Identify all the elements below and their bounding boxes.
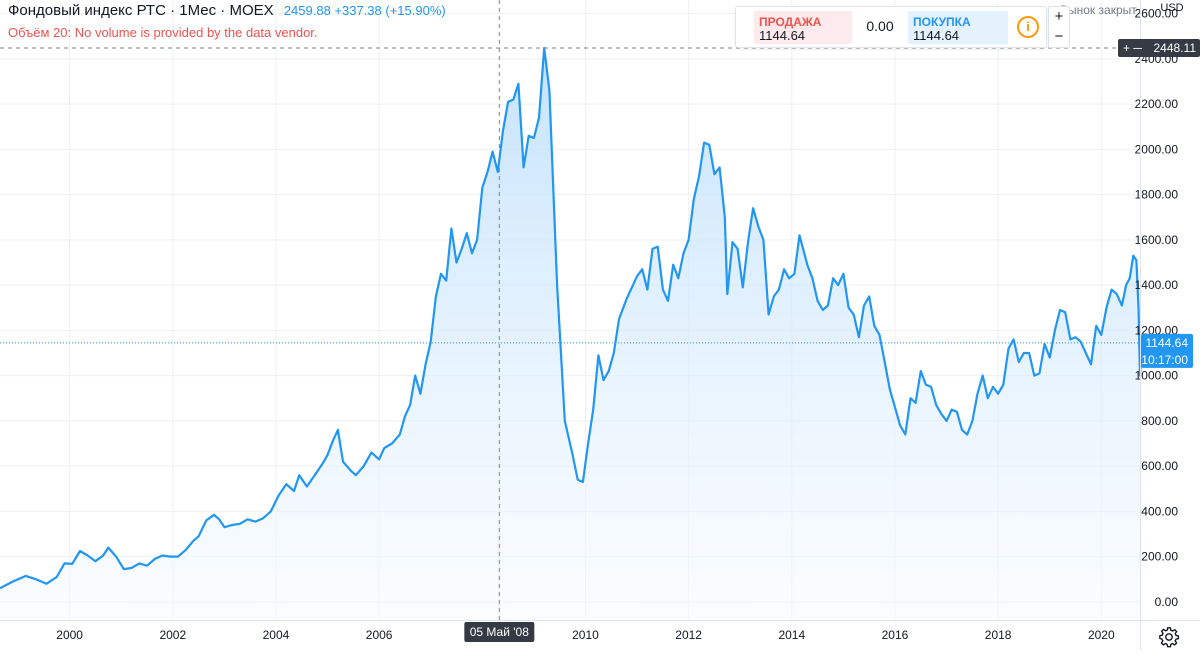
sell-price: 1144.64: [759, 28, 806, 43]
x-tick-label: 2002: [159, 628, 186, 642]
buy-price: 1144.64: [913, 28, 960, 43]
symbol-exchange: MOEX: [229, 2, 274, 19]
x-tick-label: 2016: [882, 628, 909, 642]
y-tick-label: 1200.00: [1135, 323, 1179, 337]
x-tick-label: 2010: [572, 628, 599, 642]
legend-separator: ·: [220, 2, 226, 19]
x-tick-label: 2012: [675, 628, 702, 642]
sell-label: ПРОДАЖА: [759, 15, 822, 29]
series-line: [0, 46, 1143, 590]
ohlc-values: 2459.88 +337.38 (+15.90%): [283, 3, 446, 18]
legend-separator: ·: [170, 2, 176, 19]
last-price-bg: [1141, 333, 1193, 368]
y-tick-label: 2000.00: [1135, 142, 1179, 156]
x-tick-label: 2006: [366, 628, 393, 642]
x-tick-label: 2014: [778, 628, 805, 642]
series-area: [0, 48, 1142, 620]
buy-button[interactable]: ПОКУПКА 1144.64: [908, 11, 1008, 44]
sell-button[interactable]: ПРОДАЖА 1144.64: [754, 11, 852, 44]
countdown-label: 10:17:00: [1141, 353, 1188, 367]
crosshair-price-marker: + ─: [1123, 41, 1142, 55]
y-tick-label: 600.00: [1141, 459, 1178, 473]
currency-label[interactable]: USD: [1160, 2, 1184, 14]
y-tick-label: 2200.00: [1135, 97, 1179, 111]
spread-value: 0.00: [866, 18, 894, 34]
symbol-name: Фондовый индекс РТС: [8, 2, 166, 19]
x-tick-label: 2020: [1088, 628, 1115, 642]
buy-label: ПОКУПКА: [913, 15, 971, 29]
info-icon[interactable]: i: [1017, 16, 1039, 38]
y-tick-label: 800.00: [1141, 414, 1178, 428]
x-tick-label: 2004: [263, 628, 290, 642]
crosshair-price-bg: [1118, 38, 1200, 57]
x-tick-label: 2000: [56, 628, 83, 642]
symbol-legend[interactable]: Фондовый индекс РТС · 1Мес · MOEX 2459.8…: [8, 2, 446, 19]
market-status: Рынок закрыт: [1060, 3, 1137, 17]
zoom-controls: + −: [1048, 6, 1070, 48]
zoom-out-button[interactable]: −: [1054, 28, 1064, 45]
trade-widget: ПРОДАЖА 1144.64 0.00 ПОКУПКА 1144.64 i: [735, 6, 1047, 48]
zoom-in-button[interactable]: +: [1054, 8, 1064, 25]
y-tick-label: 1800.00: [1135, 188, 1179, 202]
crosshair-price-label: 2448.11: [1154, 41, 1197, 55]
x-tick-label: 2018: [985, 628, 1012, 642]
y-tick-label: 1000.00: [1135, 369, 1179, 383]
crosshair-date-bg: [464, 622, 535, 642]
y-tick-label: 200.00: [1141, 550, 1178, 564]
y-tick-label: 2600.00: [1135, 7, 1179, 21]
last-price-label: 1144.64: [1146, 336, 1189, 350]
y-tick-label: 0.00: [1155, 595, 1179, 609]
volume-notice: Объём 20: No volume is provided by the d…: [8, 25, 318, 40]
y-tick-label: 1400.00: [1135, 278, 1179, 292]
gear-icon[interactable]: [1158, 626, 1180, 648]
crosshair-date-label: 05 Май '08: [470, 625, 529, 639]
y-tick-label: 400.00: [1141, 504, 1178, 518]
y-tick-label: 1600.00: [1135, 233, 1179, 247]
symbol-interval: 1Мес: [179, 2, 217, 19]
